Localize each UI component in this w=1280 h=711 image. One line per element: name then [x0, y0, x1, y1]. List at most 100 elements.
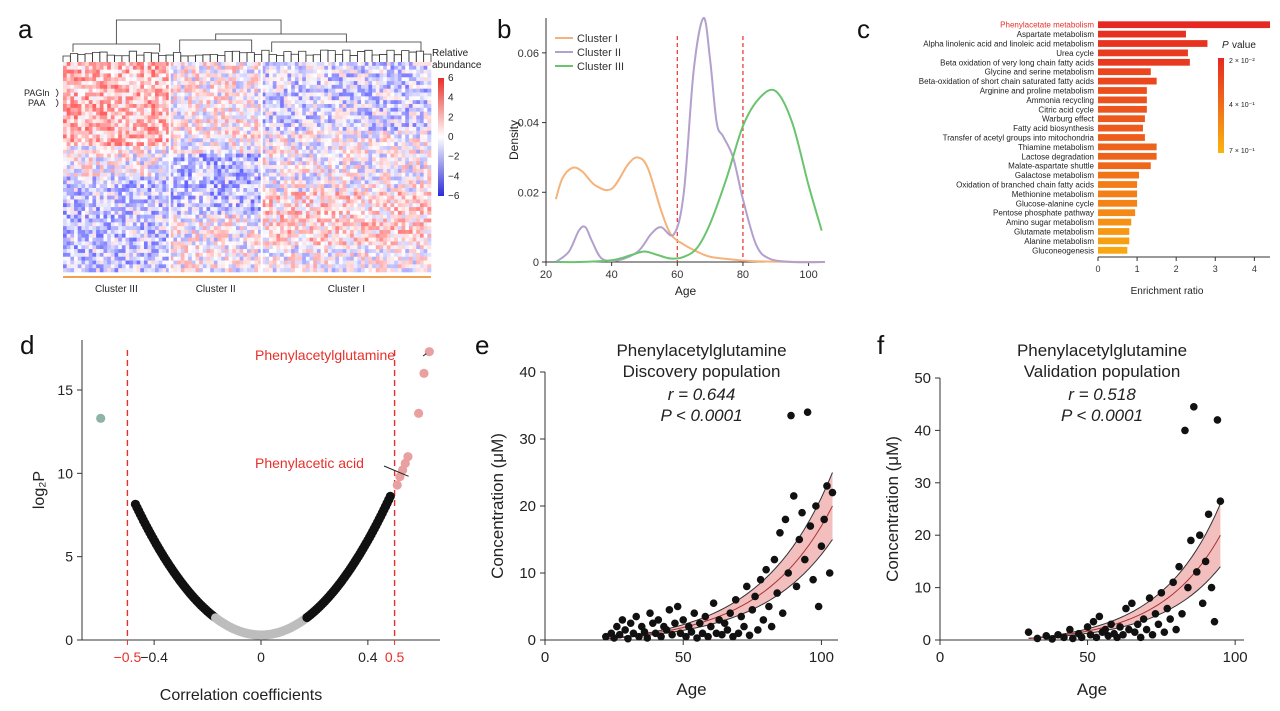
- heatmap-cell: [368, 96, 373, 101]
- heatmap-cell: [294, 153, 299, 158]
- heatmap-cell: [224, 168, 229, 174]
- heatmap-cell: [269, 199, 274, 204]
- heatmap-cell: [276, 180, 281, 185]
- heatmap-cell: [125, 230, 130, 235]
- heatmap-cell: [81, 77, 86, 82]
- heatmap-cell: [63, 142, 67, 147]
- heatmap-cell: [383, 233, 388, 238]
- heatmap-cell: [114, 249, 119, 254]
- heatmap-cell: [118, 191, 123, 196]
- heatmap-cell: [210, 222, 215, 227]
- heatmap-cell: [140, 241, 145, 246]
- heatmap-cell: [386, 134, 391, 139]
- heatmap-cell: [151, 184, 156, 189]
- heatmap-cell: [419, 92, 424, 97]
- heatmap-cell: [184, 81, 189, 86]
- heatmap-cell: [298, 180, 303, 185]
- heatmap-cell: [74, 138, 79, 143]
- heatmap-cell: [272, 233, 277, 238]
- heatmap-cell: [77, 142, 82, 147]
- heatmap-cell: [107, 210, 112, 216]
- heatmap-cell: [206, 92, 211, 97]
- heatmap-cell: [177, 73, 182, 78]
- heatmap-cell: [151, 119, 156, 124]
- heatmap-cell: [221, 210, 226, 216]
- heatmap-cell: [408, 153, 413, 158]
- heatmap-cell: [331, 168, 336, 174]
- heatmap-cell: [412, 184, 417, 189]
- heatmap-cell: [250, 210, 255, 216]
- heatmap-cell: [103, 142, 108, 147]
- heatmap-cell: [140, 134, 145, 139]
- heatmap-cell: [276, 84, 281, 90]
- heatmap-cell: [199, 81, 204, 86]
- heatmap-cell: [368, 233, 373, 238]
- heatmap-cell: [210, 92, 215, 97]
- heatmap-cell: [173, 222, 178, 227]
- heatmap-cell: [394, 115, 399, 120]
- heatmap-cell: [298, 165, 303, 170]
- heatmap-cell: [276, 218, 281, 223]
- heatmap-cell: [88, 115, 93, 120]
- heatmap-cell: [114, 165, 119, 170]
- heatmap-cell: [250, 73, 255, 78]
- heatmap-cell: [232, 203, 237, 208]
- heatmap-cell: [169, 123, 174, 128]
- heatmap-cell: [81, 210, 86, 216]
- heatmap-cell: [342, 73, 347, 78]
- heatmap-cell: [217, 233, 222, 238]
- heatmap-cell: [85, 230, 90, 235]
- heatmap-cell: [291, 176, 296, 181]
- heatmap-cell: [339, 210, 343, 216]
- heatmap-cell: [401, 172, 406, 177]
- heatmap-cell: [368, 165, 373, 170]
- heatmap-cell: [309, 123, 314, 128]
- heatmap-cell: [361, 146, 366, 151]
- heatmap-cell: [291, 195, 296, 200]
- heatmap-cell: [408, 245, 413, 250]
- heatmap-cell: [107, 77, 112, 82]
- heatmap-cell: [390, 226, 395, 231]
- heatmap-cell: [261, 62, 266, 67]
- heatmap-cell: [147, 142, 152, 147]
- heatmap-cell: [401, 188, 406, 193]
- heatmap-cell: [383, 138, 388, 143]
- heatmap-cell: [258, 134, 263, 139]
- heatmap-cell: [386, 249, 391, 254]
- heatmap-cell: [423, 123, 428, 128]
- heatmap-cell: [143, 104, 148, 109]
- heatmap-cell: [423, 84, 428, 90]
- heatmap-cell: [77, 245, 82, 250]
- heatmap-cell: [309, 241, 314, 246]
- heatmap-cell: [335, 157, 340, 162]
- heatmap-cell: [125, 134, 130, 139]
- heatmap-cell: [324, 207, 329, 212]
- heatmap-cell: [405, 226, 410, 231]
- heatmap-cell: [85, 104, 90, 109]
- heatmap-cell: [70, 65, 75, 70]
- heatmap-cell: [66, 130, 71, 135]
- heatmap-cell: [191, 153, 196, 158]
- heatmap-cell: [427, 199, 432, 204]
- heatmap-cell: [276, 153, 281, 158]
- heatmap-cell: [147, 77, 152, 82]
- heatmap-cell: [151, 168, 156, 174]
- heatmap-cell: [372, 138, 377, 143]
- heatmap-cell: [427, 165, 432, 170]
- heatmap-cell: [346, 126, 351, 132]
- heatmap-cell: [302, 73, 307, 78]
- heatmap-cell: [206, 126, 211, 132]
- heatmap-cell: [228, 69, 233, 74]
- heatmap-cell: [261, 249, 266, 254]
- heatmap-cell: [169, 104, 174, 109]
- heatmap-cell: [63, 84, 67, 90]
- heatmap-cell: [173, 126, 178, 132]
- heatmap-cell: [235, 119, 240, 124]
- heatmap-cell: [140, 203, 145, 208]
- heatmap-cell: [191, 146, 196, 151]
- heatmap-cell: [280, 157, 285, 162]
- heatmap-cell: [140, 88, 145, 93]
- heatmap-cell: [235, 146, 240, 151]
- heatmap-cell: [136, 107, 141, 112]
- heatmap-cell: [287, 230, 292, 235]
